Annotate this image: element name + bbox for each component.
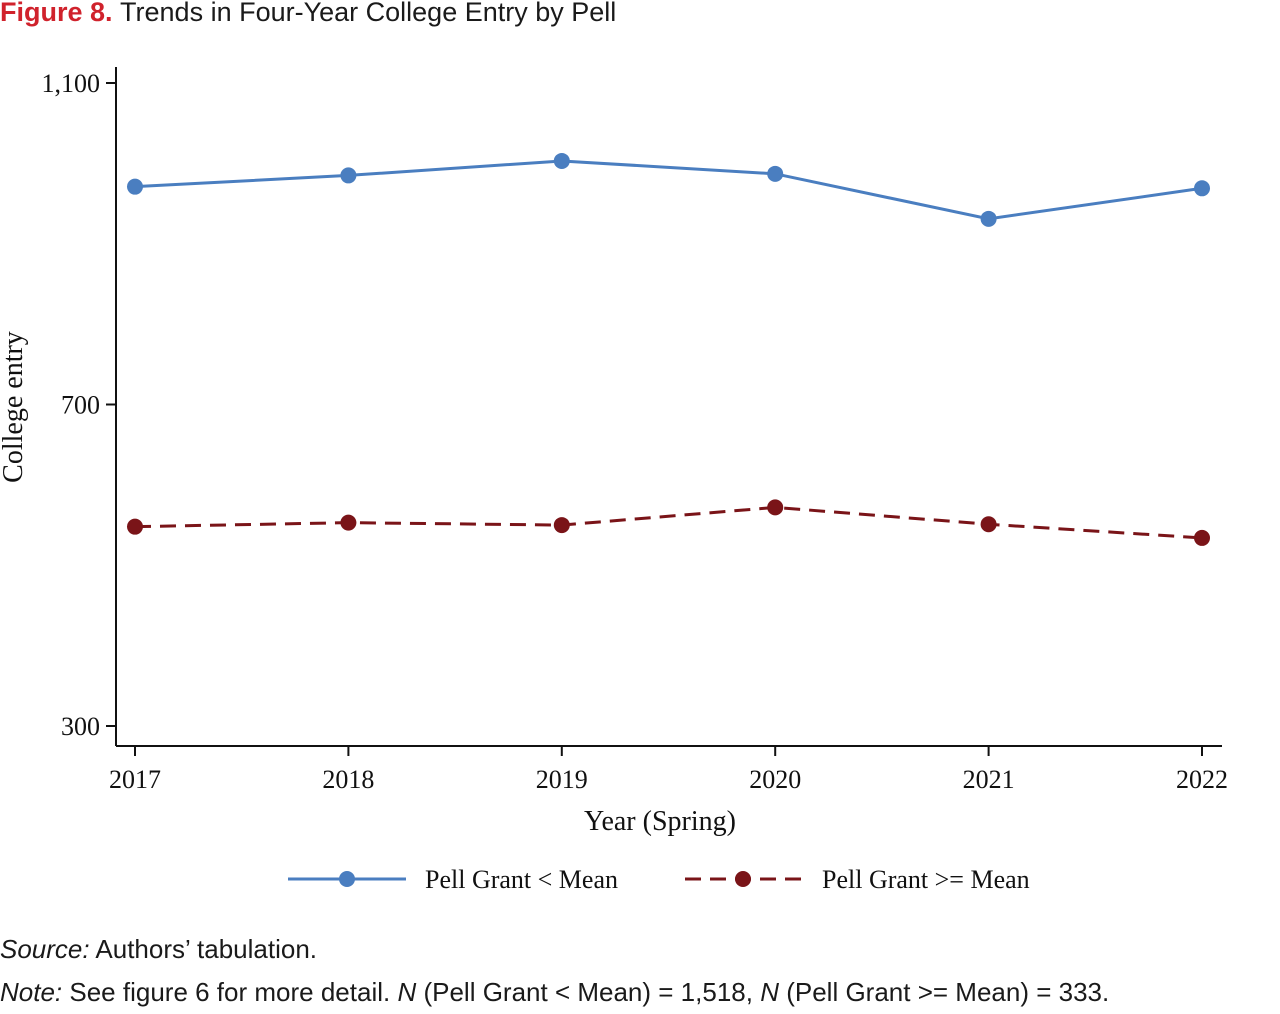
series-2-point [553, 517, 570, 534]
y-tick-label: 1,100 [42, 69, 101, 98]
series-1-point [553, 152, 570, 169]
note-label: Note: [0, 977, 63, 1007]
series-2-point [1194, 529, 1210, 546]
series-line-1 [134, 159, 1203, 221]
figure-title: Figure 8. Trends in Four-Year College En… [0, 0, 616, 30]
y-axis-label: College entry [0, 331, 29, 483]
x-tick-label: 2018 [322, 765, 374, 794]
figure-notes: Source: Authors’ tabulation. Note: See f… [0, 928, 1280, 1014]
y-tick-label: 300 [61, 712, 100, 741]
legend-label-1: Pell Grant < Mean [425, 865, 618, 894]
source-label: Source: [0, 934, 90, 964]
series-line-2 [134, 505, 1203, 540]
figure-title-text: Trends in Four-Year College Entry by Pel… [120, 0, 617, 27]
chart-series [127, 152, 1210, 546]
chart-legend: Pell Grant < Mean Pell Grant >= Mean [288, 865, 1030, 894]
note-text-2: (Pell Grant < Mean) = 1,518, [416, 977, 761, 1007]
x-tick-label: 2022 [1176, 765, 1228, 794]
figure-label: Figure 8. [0, 0, 113, 27]
note-n-2: N [760, 977, 779, 1007]
series-1-point [767, 165, 784, 182]
legend-marker-2 [735, 871, 751, 887]
x-tick-label: 2019 [536, 765, 588, 794]
series-2-point [980, 516, 997, 533]
x-tick-label: 2021 [963, 765, 1015, 794]
y-tick-label: 700 [61, 391, 100, 420]
series-1-point [340, 167, 357, 184]
x-tick-label: 2020 [749, 765, 801, 794]
legend-marker-1 [339, 871, 355, 887]
note-text-1: See figure 6 for more detail. [62, 977, 398, 1007]
chart-axes: 300 700 1,100 2017 2018 2019 2020 2021 2022 [42, 67, 1228, 794]
series-2-point [340, 514, 357, 531]
note-n-1: N [397, 977, 417, 1007]
line-chart: 300 700 1,100 2017 2018 2019 2020 2021 2022 Coll… [0, 67, 1228, 894]
x-axis-label: Year (Spring) [584, 806, 736, 837]
legend-label-2: Pell Grant >= Mean [822, 865, 1030, 894]
series-2-point [127, 518, 143, 535]
series-1-point [127, 178, 143, 195]
series-1-point [1194, 180, 1210, 197]
source-text: Authors’ tabulation. [89, 934, 318, 964]
series-2-point [767, 499, 784, 516]
note-text-3: (Pell Grant >= Mean) = 333. [778, 977, 1110, 1007]
x-tick-label: 2017 [109, 765, 161, 794]
source-line: Source: Authors’ tabulation. [0, 928, 1280, 971]
series-1-point [980, 210, 997, 227]
note-line: Note: See figure 6 for more detail. N (P… [0, 971, 1280, 1014]
